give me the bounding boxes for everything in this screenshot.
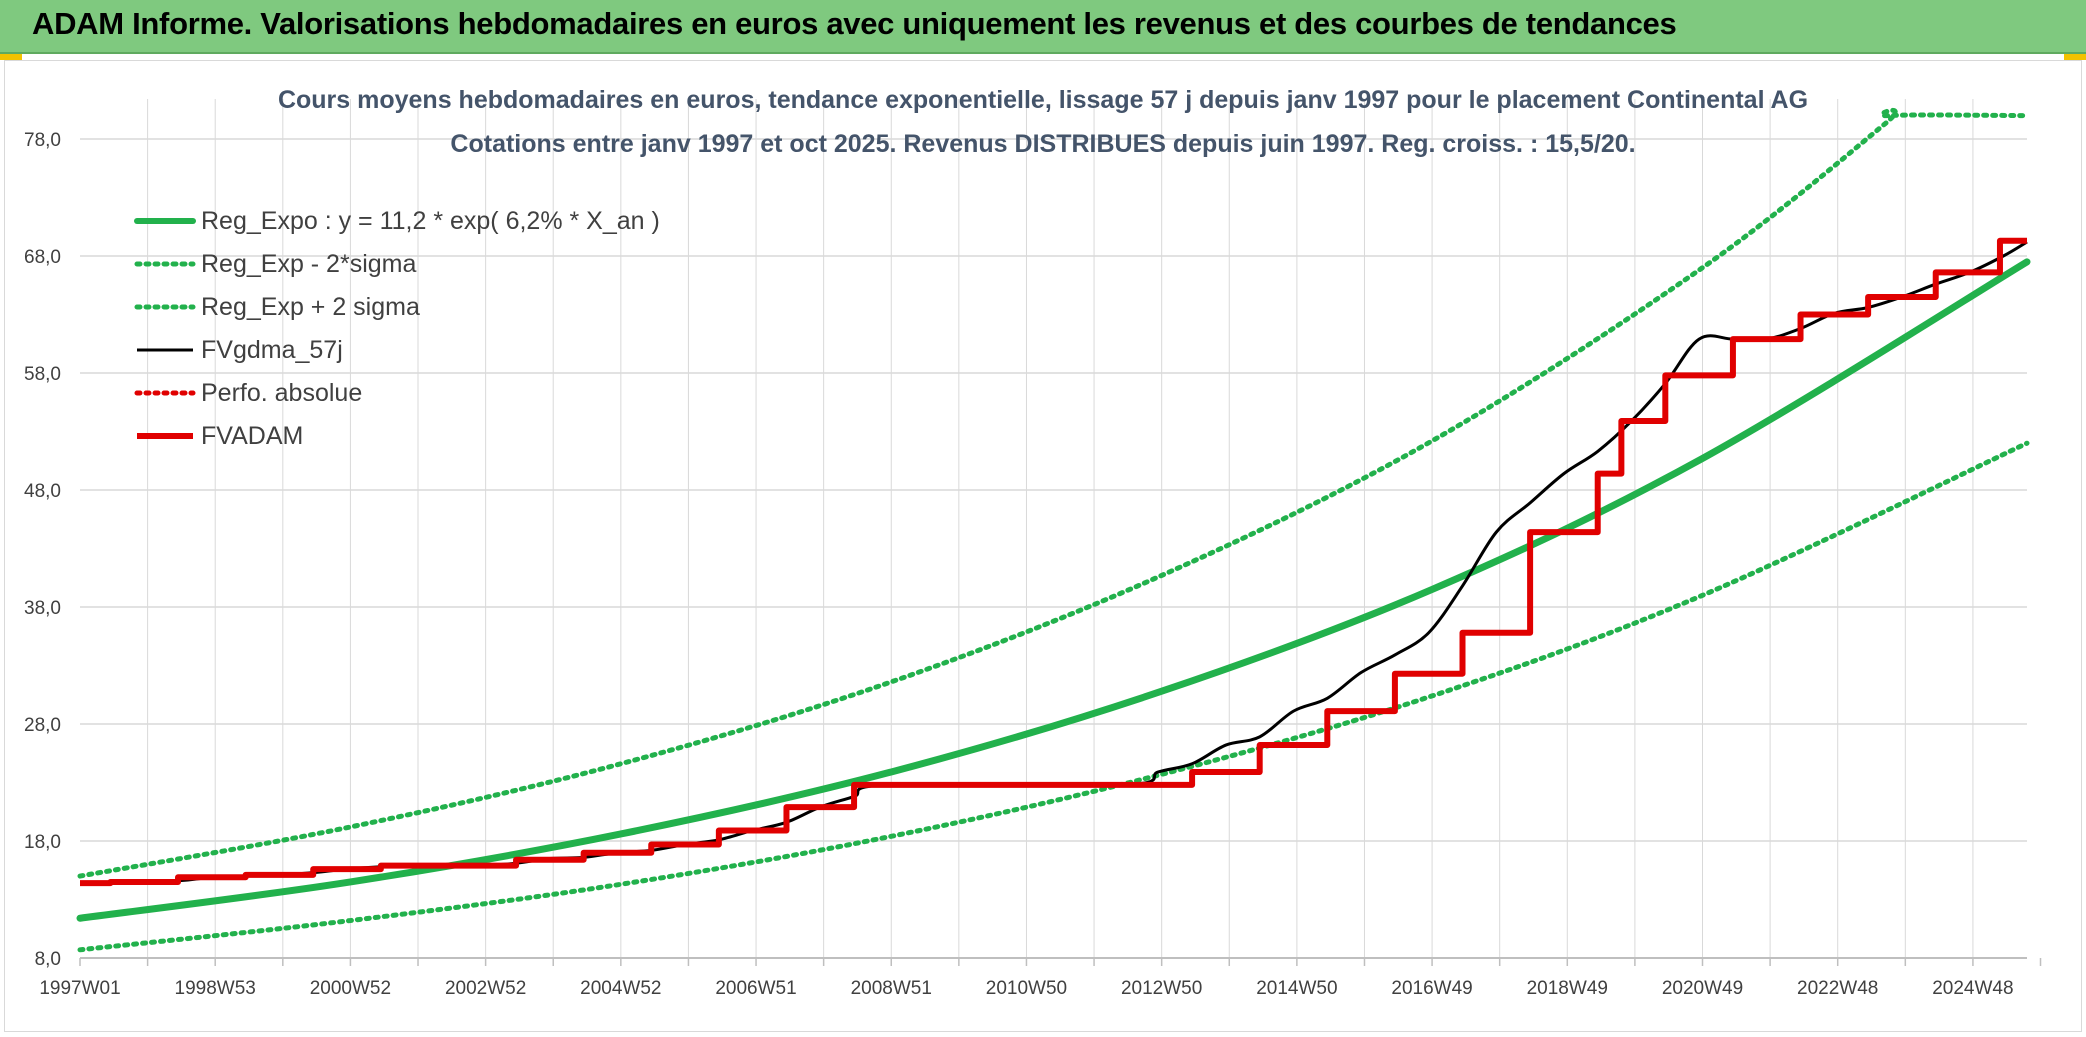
legend-label: Reg_Exp - 2*sigma bbox=[201, 250, 417, 278]
legend-label: Reg_Expo : y = 11,2 * exp( 6,2% * X_an ) bbox=[201, 207, 660, 235]
corner-mark-right bbox=[2064, 54, 2086, 60]
corner-mark-left bbox=[0, 54, 22, 60]
x-tick-label: 1997W01 bbox=[39, 978, 120, 999]
chart-subtitle: Cotations entre janv 1997 et oct 2025. R… bbox=[450, 130, 1636, 158]
y-tick-label: 58,0 bbox=[24, 364, 61, 385]
y-tick-label: 8,0 bbox=[35, 949, 61, 970]
x-tick-label: 2018W49 bbox=[1527, 978, 1608, 999]
x-tick-label: 2020W49 bbox=[1662, 978, 1743, 999]
legend-label: FVgdma_57j bbox=[201, 336, 343, 364]
chart-title: Cours moyens hebdomadaires en euros, ten… bbox=[277, 86, 1809, 114]
x-tick-label: 2000W52 bbox=[310, 978, 391, 999]
series-line-reg-exp-2-sigma bbox=[77, 440, 2030, 953]
series-line-fvadam bbox=[80, 237, 2027, 887]
y-tick-label: 78,0 bbox=[24, 130, 61, 151]
legend-swatch bbox=[134, 218, 196, 224]
legend-label: Perfo. absolue bbox=[201, 379, 363, 407]
x-tick-label: 2004W52 bbox=[580, 978, 661, 999]
x-tick-label: 1998W53 bbox=[175, 978, 256, 999]
legend-swatch bbox=[134, 261, 196, 267]
legend-swatch bbox=[137, 433, 193, 439]
x-tick-label: 2016W49 bbox=[1391, 978, 1472, 999]
x-tick-label: 2014W50 bbox=[1256, 978, 1337, 999]
legend-swatch bbox=[134, 304, 196, 310]
x-tick-label: 2002W52 bbox=[445, 978, 526, 999]
series-line-reg-expo-y-11-2-exp-6-2-x-an bbox=[76, 258, 2031, 922]
legend-swatch bbox=[137, 348, 193, 352]
x-tick-label: 2010W50 bbox=[986, 978, 1067, 999]
y-tick-label: 38,0 bbox=[24, 598, 61, 619]
y-tick-label: 48,0 bbox=[24, 481, 61, 502]
y-tick-label: 18,0 bbox=[24, 832, 61, 853]
y-tick-label: 68,0 bbox=[24, 247, 61, 268]
x-tick-label: 2006W51 bbox=[715, 978, 796, 999]
y-tick-label: 28,0 bbox=[24, 715, 61, 736]
legend-label: FVADAM bbox=[201, 422, 304, 450]
report-banner: ADAM Informe. Valorisations hebdomadaire… bbox=[0, 0, 2086, 54]
x-tick-label: 2024W48 bbox=[1932, 978, 2013, 999]
x-tick-label: 2012W50 bbox=[1121, 978, 1202, 999]
legend-swatch bbox=[134, 390, 196, 396]
x-tick-label: 2022W48 bbox=[1797, 978, 1878, 999]
banner-title: ADAM Informe. Valorisations hebdomadaire… bbox=[32, 6, 1677, 41]
legend-label: Reg_Exp + 2 sigma bbox=[201, 293, 420, 321]
x-tick-label: 2008W51 bbox=[851, 978, 932, 999]
series-line-reg-exp-2-sigma bbox=[77, 107, 2030, 879]
